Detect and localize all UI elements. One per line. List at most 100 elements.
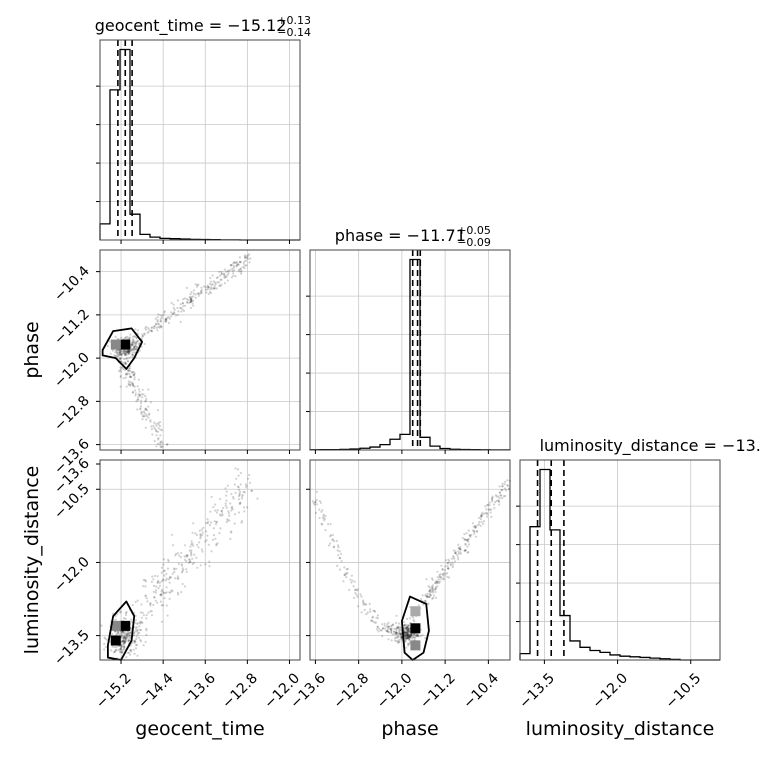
panel-frame bbox=[309, 249, 511, 451]
scatter-point bbox=[363, 608, 366, 612]
scatter-point bbox=[212, 286, 215, 289]
scatter-point bbox=[476, 530, 479, 533]
scatter-point bbox=[219, 497, 222, 501]
scatter-point bbox=[128, 636, 131, 640]
scatter-point bbox=[371, 616, 374, 619]
scatter-point bbox=[170, 589, 173, 592]
scatter-point bbox=[434, 596, 438, 599]
scatter-point bbox=[131, 335, 135, 338]
scatter-point bbox=[171, 312, 175, 315]
scatter-point bbox=[343, 573, 346, 577]
scatter-point bbox=[173, 312, 176, 315]
scatter-point bbox=[104, 637, 107, 640]
scatter-point bbox=[160, 316, 163, 319]
scatter-point bbox=[146, 409, 149, 412]
scatter-point bbox=[183, 585, 187, 588]
scatter-point bbox=[207, 285, 210, 289]
scatter-point bbox=[118, 370, 121, 373]
scatter-point bbox=[168, 591, 171, 594]
scatter-point bbox=[417, 635, 420, 638]
scatter-point bbox=[123, 350, 126, 353]
scatter-point bbox=[185, 554, 188, 557]
scatter-point bbox=[118, 353, 121, 356]
scatter-point bbox=[197, 292, 200, 295]
scatter-point bbox=[407, 636, 410, 639]
scatter-point bbox=[405, 627, 408, 630]
scatter-point bbox=[232, 272, 235, 275]
scatter-point bbox=[403, 636, 406, 639]
scatter-point bbox=[122, 368, 125, 371]
scatter-point bbox=[237, 485, 240, 488]
scatter-point bbox=[398, 632, 401, 635]
scatter-point bbox=[135, 341, 138, 344]
scatter-point bbox=[372, 609, 375, 612]
scatter-point bbox=[501, 497, 504, 500]
scatter-point bbox=[235, 477, 238, 480]
scatter-point bbox=[119, 633, 122, 636]
scatter-point bbox=[167, 316, 170, 319]
scatter-point bbox=[212, 538, 215, 542]
scatter-point bbox=[208, 524, 212, 527]
scatter-point bbox=[128, 349, 131, 352]
scatter-point bbox=[159, 594, 163, 597]
scatter-point bbox=[238, 502, 241, 506]
scatter-point bbox=[239, 268, 242, 271]
scatter-point bbox=[154, 422, 157, 425]
scatter-point bbox=[153, 574, 156, 578]
panel-frame bbox=[519, 459, 721, 661]
scatter-point bbox=[183, 297, 186, 300]
scatter-point bbox=[433, 588, 436, 591]
scatter-point bbox=[385, 629, 388, 632]
scatter-point bbox=[121, 640, 124, 643]
scatter-point bbox=[210, 550, 213, 553]
scatter-point bbox=[338, 568, 341, 571]
x-axis-label-luminosity_distance: luminosity_distance bbox=[526, 718, 715, 740]
scatter-point bbox=[126, 632, 130, 635]
scatter-point bbox=[507, 488, 510, 491]
scatter-point bbox=[223, 274, 226, 277]
scatter-point bbox=[145, 617, 148, 620]
scatter-point bbox=[220, 509, 223, 513]
scatter-point bbox=[209, 276, 212, 280]
scatter-point bbox=[189, 298, 192, 301]
scatter-point bbox=[428, 595, 431, 598]
scatter-point bbox=[124, 353, 127, 356]
scatter-point bbox=[124, 617, 127, 620]
scatter-point bbox=[122, 630, 125, 634]
scatter-point bbox=[445, 572, 449, 575]
scatter-point bbox=[433, 594, 436, 597]
scatter-point bbox=[403, 631, 407, 634]
scatter-point bbox=[154, 317, 157, 320]
scatter-point bbox=[432, 596, 435, 600]
scatter-point bbox=[168, 317, 171, 320]
scatter-point bbox=[438, 575, 441, 578]
scatter-point bbox=[500, 489, 503, 492]
scatter-point bbox=[172, 311, 175, 314]
scatter-point bbox=[232, 262, 235, 265]
scatter-point bbox=[197, 294, 200, 297]
scatter-point bbox=[195, 533, 198, 537]
scatter-point bbox=[478, 516, 481, 520]
scatter-point bbox=[365, 603, 368, 606]
scatter-point bbox=[374, 610, 377, 613]
scatter-point bbox=[135, 637, 138, 641]
scatter-point bbox=[479, 517, 482, 521]
scatter-point bbox=[133, 376, 136, 379]
scatter-point bbox=[157, 313, 160, 316]
scatter-point bbox=[156, 320, 159, 323]
scatter-point bbox=[145, 629, 148, 632]
scatter-point bbox=[152, 578, 155, 581]
scatter-point bbox=[315, 498, 318, 502]
scatter-point bbox=[128, 349, 131, 353]
scatter-point bbox=[359, 593, 362, 596]
scatter-point bbox=[157, 430, 160, 433]
scatter-point bbox=[229, 269, 232, 272]
scatter-point bbox=[406, 636, 409, 640]
scatter-point bbox=[423, 600, 426, 603]
scatter-point bbox=[404, 637, 407, 640]
scatter-point bbox=[431, 591, 434, 594]
scatter-point bbox=[159, 320, 162, 323]
scatter-point bbox=[140, 616, 143, 619]
scatter-point bbox=[421, 634, 424, 637]
